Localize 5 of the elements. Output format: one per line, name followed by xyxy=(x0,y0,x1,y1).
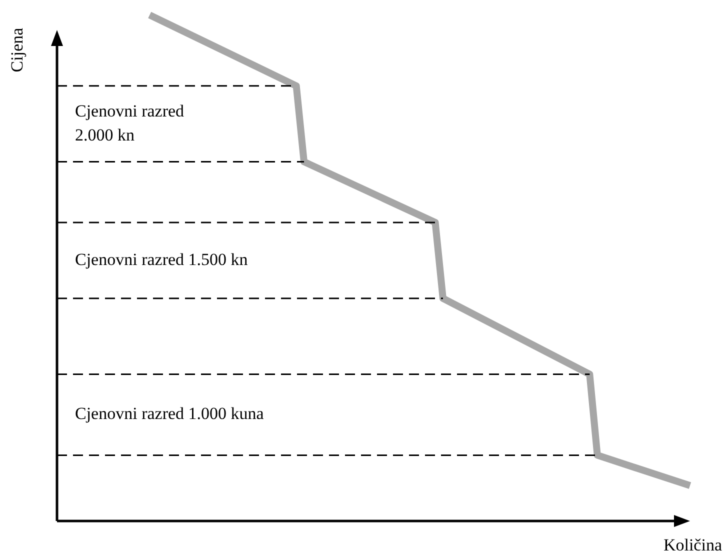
ref-line-label: Cjenovni razred 1.500 kn xyxy=(75,250,248,269)
y-axis-title: Cijena xyxy=(7,27,26,72)
x-axis-title: Količina xyxy=(663,535,722,554)
ref-line-label: Cjenovni razred 2.000 kn xyxy=(75,101,185,144)
ref-line-label: Cjenovni razred 1.000 kuna xyxy=(75,404,264,424)
